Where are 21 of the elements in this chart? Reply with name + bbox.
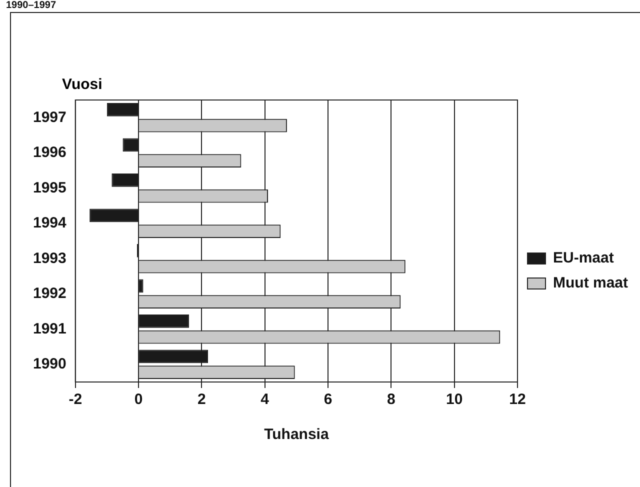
x-tick-label: 0 — [134, 391, 143, 408]
x-tick-label: 12 — [509, 391, 526, 408]
y-tick-label: 1994 — [32, 214, 68, 232]
x-tick-label: 8 — [387, 391, 396, 408]
x-tick-label: 6 — [324, 391, 332, 408]
x-tick-label: 10 — [446, 391, 463, 408]
y-tick-label: 1992 — [32, 285, 66, 302]
x-tick-label: 2 — [198, 391, 206, 408]
y-tick-label: 1996 — [32, 144, 66, 162]
chart-title: 1990–1997 — [6, 0, 56, 11]
y-tick-label: 1993 — [32, 250, 66, 267]
x-tick-label: 4 — [260, 391, 270, 408]
y-tick-label: 1990 — [32, 356, 66, 373]
y-tick-label: 1997 — [32, 108, 66, 126]
y-tick-label: 1991 — [32, 320, 66, 338]
y-axis-title: Vuosi — [62, 76, 102, 93]
legend-label: Muut maat — [553, 274, 628, 292]
legend-label: EU-maat — [553, 250, 614, 267]
x-axis-title: Tuhansia — [264, 426, 330, 444]
y-tick-label: 1995 — [32, 179, 66, 196]
x-tick-label: -2 — [68, 391, 82, 408]
